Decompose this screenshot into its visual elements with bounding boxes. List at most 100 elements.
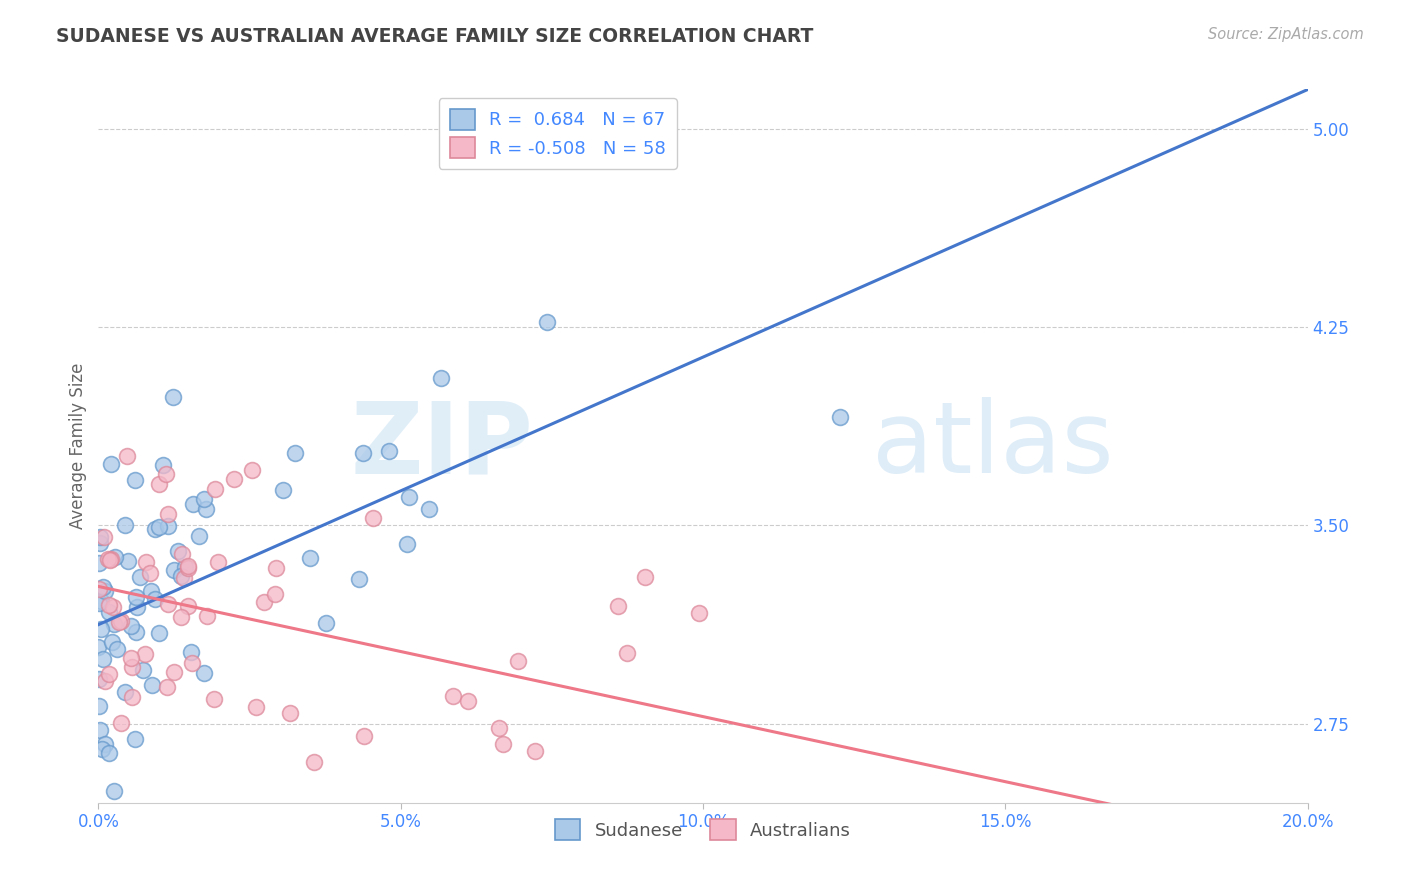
Point [94,673,117,688]
Point [156,680,179,694]
Point [98,605,121,619]
Point [264,560,287,574]
Point [124,473,146,487]
Point [170,547,193,561]
Point [395,537,418,551]
Point [616,646,638,660]
Point [828,409,851,424]
Point [105,641,128,656]
Point [121,690,143,704]
Point [97,746,120,760]
Point [100,552,122,566]
Point [141,678,163,692]
Point [87,672,110,686]
Point [90,623,112,637]
Point [398,490,420,504]
Point [134,647,156,661]
Point [430,370,453,384]
Point [492,737,515,751]
Point [91,581,114,595]
Point [157,519,180,533]
Point [120,651,142,665]
Point [87,698,110,713]
Point [607,599,630,613]
Point [87,556,110,570]
Point [103,784,125,798]
Point [124,732,146,747]
Point [181,497,204,511]
Point [131,663,153,677]
Point [114,684,136,698]
Point [157,597,180,611]
Point [90,594,112,608]
Point [107,615,129,629]
Point [110,715,132,730]
Point [180,645,202,659]
Point [620,807,643,822]
Point [181,656,204,670]
Point [100,457,122,471]
Point [837,840,859,855]
Point [488,722,510,736]
Point [253,595,276,609]
Point [98,666,121,681]
Point [271,483,294,497]
Point [195,502,218,516]
Point [101,635,124,649]
Point [298,550,321,565]
Point [204,482,226,496]
Point [363,511,385,525]
Point [245,700,267,714]
Point [139,584,162,599]
Point [284,446,307,460]
Point [125,599,148,614]
Point [688,606,710,620]
Point [121,659,143,673]
Point [97,552,120,566]
Point [120,619,142,633]
Point [89,596,111,610]
Text: Source: ZipAtlas.com: Source: ZipAtlas.com [1208,27,1364,42]
Point [173,571,195,585]
Point [103,600,125,615]
Point [104,549,127,564]
Point [89,530,111,544]
Point [143,522,166,536]
Point [634,570,657,584]
Point [177,561,200,575]
Point [162,665,184,679]
Point [110,614,132,628]
Point [94,737,117,751]
Text: SUDANESE VS AUSTRALIAN AVERAGE FAMILY SIZE CORRELATION CHART: SUDANESE VS AUSTRALIAN AVERAGE FAMILY SI… [56,27,814,45]
Point [193,666,215,681]
Point [418,502,440,516]
Point [143,591,166,606]
Point [353,729,375,743]
Point [93,584,115,599]
Legend: Sudanese, Australians: Sudanese, Australians [548,812,858,847]
Point [170,569,193,583]
Point [195,608,218,623]
Point [148,477,170,491]
Point [163,563,186,577]
Point [135,555,157,569]
Point [352,445,374,459]
Point [156,508,179,522]
Point [315,616,337,631]
Point [441,689,464,703]
Point [173,560,195,574]
Point [89,723,111,738]
Text: ZIP: ZIP [352,398,534,494]
Point [166,543,188,558]
Point [117,554,139,568]
Point [148,625,170,640]
Point [89,582,111,596]
Point [90,742,112,756]
Point [87,640,110,655]
Point [188,529,211,543]
Point [152,458,174,472]
Point [536,315,558,329]
Point [170,609,193,624]
Point [155,467,177,482]
Point [89,536,111,550]
